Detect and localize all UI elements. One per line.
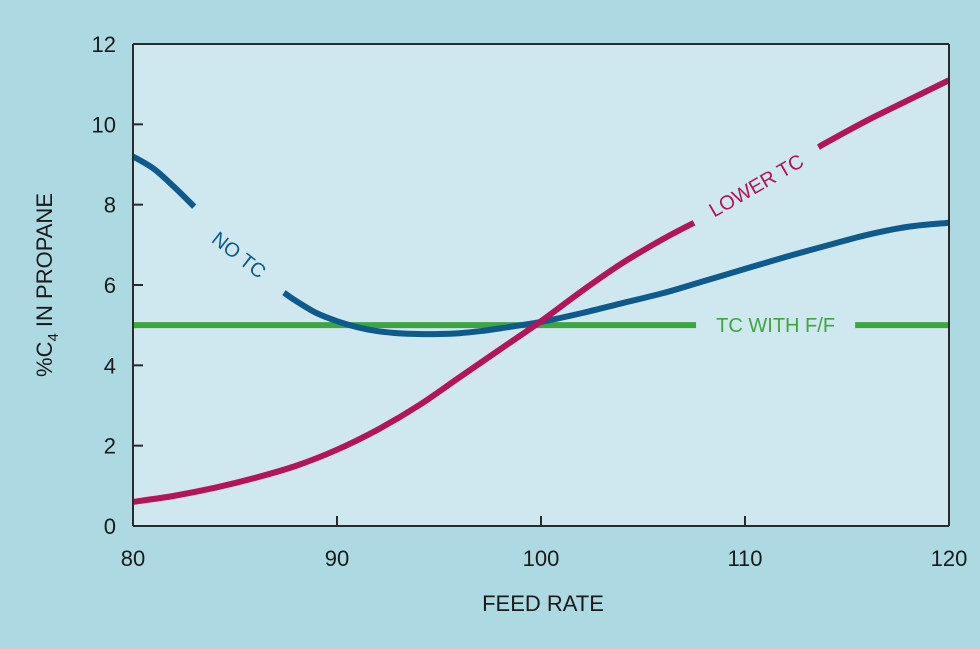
y-tick-label: 12 xyxy=(92,32,116,57)
series-layer xyxy=(131,77,951,505)
y-tick-label: 4 xyxy=(104,353,116,378)
y-tick-label: 10 xyxy=(92,112,116,137)
y-axis-title-subscript: 4 xyxy=(45,333,62,341)
y-tick-label: 6 xyxy=(104,273,116,298)
series-line-no-tc-segment-2 xyxy=(282,219,950,338)
series-line-no-tc-segment-1 xyxy=(131,153,197,209)
y-axis-title-suffix: IN PROPANE xyxy=(32,193,57,333)
y-tick-label: 2 xyxy=(104,434,116,459)
y-tick-label: 8 xyxy=(104,193,116,218)
x-axis-title: FEED RATE xyxy=(482,591,604,616)
x-tick-label: 120 xyxy=(931,546,968,571)
x-tick-label: 80 xyxy=(121,546,145,571)
x-tick-label: 110 xyxy=(727,546,762,571)
plot-area xyxy=(133,44,949,526)
y-axis-title-prefix: %C xyxy=(32,341,57,377)
x-tick-label: 90 xyxy=(325,546,349,571)
series-label-tc-with-ff: TC WITH F/F xyxy=(716,315,835,337)
ticks: 80 90 100 110 120 0 2 4 6 8 10 12 xyxy=(92,32,968,571)
y-tick-label: 0 xyxy=(104,514,116,539)
x-tick-label: 100 xyxy=(523,546,560,571)
y-axis-title: %C4 IN PROPANE xyxy=(32,193,62,377)
series-line-lower-tc-segment-2 xyxy=(816,77,951,150)
series-line-lower-tc-segment-1 xyxy=(132,220,696,505)
